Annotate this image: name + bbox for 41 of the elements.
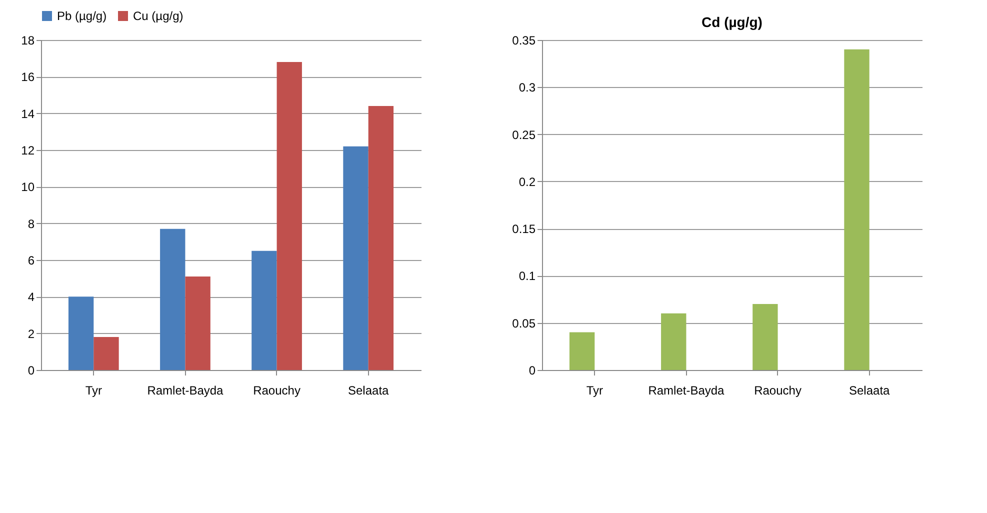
bar — [160, 228, 186, 370]
x-tick-label: Raouchy — [754, 384, 802, 398]
bar — [343, 146, 368, 370]
y-tick-label: 0.2 — [518, 174, 536, 189]
bar — [252, 250, 277, 370]
x-tick-label: Raouchy — [253, 384, 300, 398]
legend-label: Cu (µg/g) — [133, 9, 184, 23]
y-tick-label: 8 — [28, 216, 35, 231]
legend-label: Pb (µg/g) — [57, 9, 107, 23]
y-tick-label: 0 — [528, 364, 536, 378]
x-tick-label: Ramlet-Bayda — [648, 384, 725, 398]
x-tick-label: Tyr — [586, 384, 603, 398]
x-tick-label: Selaata — [849, 384, 890, 398]
y-tick-label: 0.15 — [512, 222, 536, 236]
bar — [185, 276, 210, 370]
bar — [368, 106, 394, 370]
y-tick-label: 4 — [28, 290, 35, 304]
y-tick-label: 10 — [21, 180, 35, 194]
y-tick-label: 0.3 — [518, 80, 536, 95]
y-tick-label: 0 — [28, 364, 35, 378]
bar — [68, 296, 94, 370]
x-tick-label: Selaata — [348, 384, 390, 398]
y-tick-label: 6 — [28, 254, 35, 268]
y-tick-label: 0.25 — [512, 128, 536, 142]
y-tick-label: 0.35 — [512, 34, 536, 48]
y-tick-label: 12 — [21, 144, 35, 158]
bar — [569, 332, 595, 370]
bar — [752, 304, 778, 370]
y-tick-label: 14 — [21, 106, 35, 121]
bar — [94, 337, 119, 370]
bar — [844, 49, 870, 370]
y-tick-label: 18 — [21, 34, 35, 48]
y-tick-label: 2 — [28, 326, 35, 341]
y-tick-label: 0.1 — [518, 269, 536, 284]
bar — [276, 62, 302, 370]
y-tick-label: 0.05 — [512, 316, 536, 330]
x-tick-label: Ramlet-Bayda — [147, 384, 224, 398]
chart-title: Cd (µg/g) — [702, 14, 762, 30]
y-tick-label: 16 — [21, 70, 35, 84]
x-tick-label: Tyr — [85, 384, 102, 398]
bar — [661, 313, 686, 370]
